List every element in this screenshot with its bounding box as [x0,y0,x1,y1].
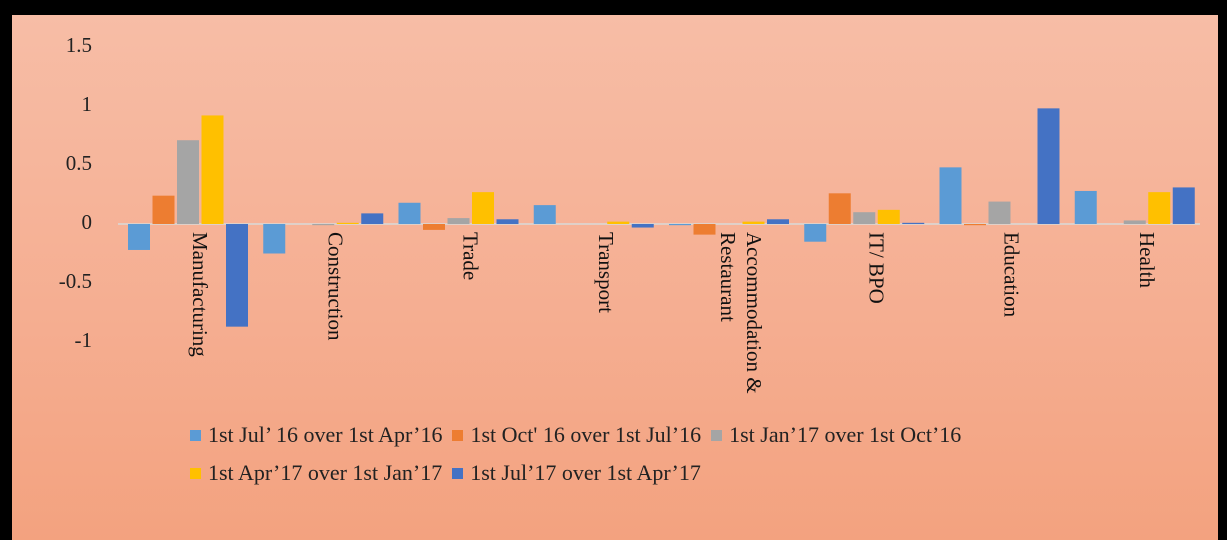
y-tick-label: 1.5 [66,33,92,57]
legend-item: 1st Jan’17 over 1st Oct’16 [711,420,961,450]
legend-label: 1st Jan’17 over 1st Oct’16 [729,422,962,447]
x-tick-label: Education [999,232,1024,318]
legend-swatch [711,429,723,441]
bar [533,205,556,224]
y-tick-label: -0.5 [59,269,92,293]
bar [398,202,421,224]
bar [877,209,900,224]
bar [939,167,962,224]
bar [1123,220,1146,224]
bar [472,192,494,224]
bar [1148,192,1171,224]
legend: 1st Jul’ 16 over 1st Apr’16 1st Oct' 16 o… [190,420,1070,488]
bar [804,224,827,242]
legend-label: 1st Oct' 16 over 1st Jul’16 [470,422,702,447]
legend-item: 1st Oct' 16 over 1st Jul’16 [452,420,701,450]
x-tick-label: Transport [593,232,618,313]
legend-label: 1st Jul’17 over 1st Apr’17 [470,460,701,485]
bar [607,221,630,224]
bar [177,140,199,224]
bar [496,219,519,224]
legend-item: 1st Apr’17 over 1st Jan’17 [190,458,442,488]
y-tick-label: 0.5 [66,151,92,175]
y-tick-label: -1 [75,328,93,352]
bar [669,224,691,226]
bar [423,224,445,230]
x-tick-label: Manufacturing [188,232,212,357]
bar [631,224,654,228]
y-tick-label: 1 [82,92,93,116]
legend-item: 1st Jul’17 over 1st Apr’17 [452,458,701,488]
bar [1074,190,1097,224]
bar [742,221,765,224]
x-tick-label: Accommodation & Restaurant [716,232,766,394]
bar [336,222,359,224]
x-tick-label: Construction [323,232,348,341]
bar [693,224,716,235]
bar [361,213,384,224]
bar [128,224,150,250]
chart-panel [12,15,1218,540]
legend-label: 1st Jul’ 16 over 1st Apr’16 [208,422,443,447]
x-tick-label: IT/ BPO [864,232,889,304]
bar [1172,187,1195,224]
legend-swatch [452,467,464,479]
bar [226,224,248,327]
bar [902,222,925,224]
bar [988,201,1011,224]
bar [767,219,789,224]
legend-label: 1st Apr’17 over 1st Jan’17 [208,460,443,485]
x-tick-label: Health [1134,232,1159,288]
bar [312,224,335,226]
bar [263,224,286,254]
legend-swatch [452,429,464,441]
legend-swatch [190,429,201,441]
bar [828,193,851,224]
bar [201,115,224,224]
y-tick-label: 0 [82,210,93,234]
bar [447,218,470,224]
legend-swatch [190,467,201,479]
legend-item: 1st Jul’ 16 over 1st Apr’16 [190,420,442,450]
bar [853,212,876,224]
bar [1037,108,1060,224]
x-tick-label: Trade [458,232,483,281]
bar [964,224,986,226]
bar [152,195,175,224]
